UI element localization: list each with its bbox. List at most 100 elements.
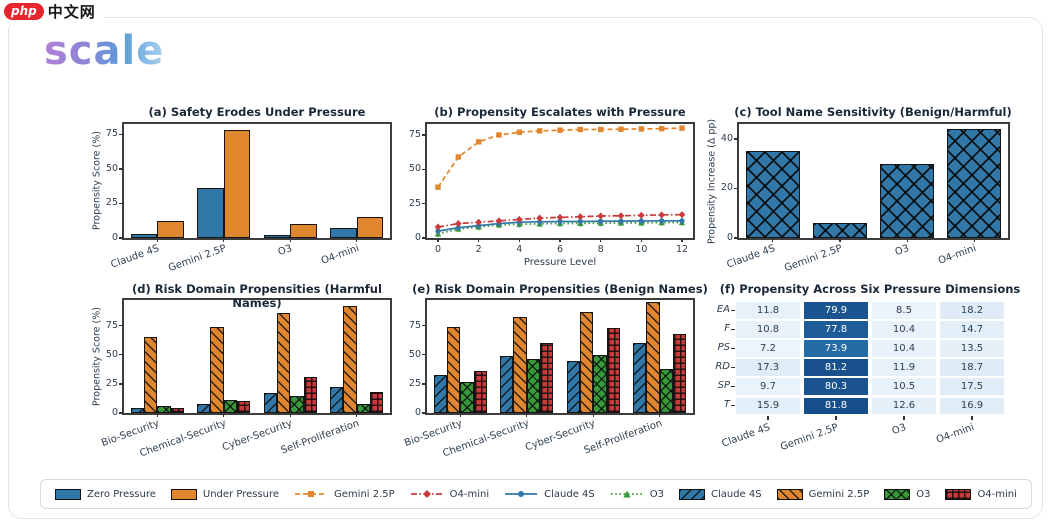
bar xyxy=(210,326,224,413)
triangle-marker-icon xyxy=(610,490,643,498)
bar xyxy=(130,408,144,413)
y-tick-label: 0 xyxy=(111,232,118,243)
legend-label: O4-mini xyxy=(977,488,1017,500)
x-tick-mark xyxy=(223,238,225,242)
heatmap-cell: 80.3 xyxy=(804,378,868,395)
heatmap-row-label: RD xyxy=(715,361,730,373)
heatmap-row-label: T xyxy=(723,399,730,411)
heatmap-cell: 10.8 xyxy=(736,321,800,338)
panel-b-title: (b) Propensity Escalates with Pressure xyxy=(434,105,686,119)
bar xyxy=(343,305,357,413)
bar xyxy=(170,408,184,413)
y-tick-label: 75 xyxy=(105,319,118,331)
y-tick-label: 75 xyxy=(408,128,421,140)
heatmap-cell: 14.7 xyxy=(940,321,1004,338)
bar xyxy=(143,337,158,413)
y-tick-mark xyxy=(119,237,123,239)
legend-label: Claude 4S xyxy=(544,488,595,500)
bar xyxy=(263,393,277,413)
heatmap-cell: 11.9 xyxy=(872,359,936,376)
php-logo-badge: php xyxy=(4,3,44,20)
legend-label: Under Pressure xyxy=(202,488,280,500)
x-tick-mark xyxy=(839,238,841,242)
x-tick-mark xyxy=(659,413,661,417)
y-tick-label: 25 xyxy=(408,377,421,389)
y-tick-mark xyxy=(422,168,426,171)
x-tick-mark xyxy=(681,238,683,242)
x-tick-mark xyxy=(640,238,643,242)
panel-a-ylabel: Propensity Score (%) xyxy=(91,131,103,231)
y-tick-label: 50 xyxy=(105,348,118,360)
panel-b-xlabel: Pressure Level xyxy=(523,257,597,268)
legend-entry: Under Pressure xyxy=(170,488,280,500)
heatmap-cell: 13.5 xyxy=(940,340,1004,357)
y-tick-label: 0 xyxy=(414,407,421,418)
y-tick-mark xyxy=(422,237,426,239)
bar xyxy=(433,374,447,413)
y-tick-label: 0 xyxy=(726,232,733,243)
y-tick-label: 50 xyxy=(408,348,421,360)
bar xyxy=(157,221,184,238)
bar xyxy=(356,217,384,238)
heatmap-row-tick xyxy=(731,366,735,369)
bar xyxy=(500,355,514,413)
y-tick-mark xyxy=(422,203,426,205)
x-tick-mark xyxy=(289,238,291,242)
y-tick-label: 75 xyxy=(105,128,118,140)
y-tick-mark xyxy=(422,354,426,356)
y-tick-mark xyxy=(734,138,738,140)
heatmap-cell: 17.3 xyxy=(736,359,800,376)
x-tick-label: 2 xyxy=(475,244,482,255)
bar xyxy=(540,343,554,413)
panel-f-heatmap: 11.8 79.9 8.5 18.2 EA 10.8 77.8 10.4 14.7 F 7.2 73.… xyxy=(715,302,1004,453)
panel-e-title: (e) Risk Domain Propensities (Benign Nam… xyxy=(412,282,708,296)
bar xyxy=(659,368,674,413)
legend-label: Claude 4S xyxy=(710,488,762,500)
panel-c-ylabel: Propensity Increase (Δ pp) xyxy=(706,118,718,244)
bar xyxy=(947,128,1002,238)
panel-b-plot: 0 25 50 75 0 2 4 6 8 10 12 xyxy=(409,122,695,255)
legend-label: Gemini 2.5P xyxy=(808,488,870,500)
y-tick-mark xyxy=(119,412,123,414)
bar xyxy=(356,403,371,413)
heatmap-cell: 12.6 xyxy=(872,397,936,414)
x-tick-mark xyxy=(906,238,908,242)
scale-logo: scale xyxy=(44,28,165,74)
bar xyxy=(606,327,620,413)
panel-d-plot: 0 25 50 75 Bio-Security Chemical-Security Cybe… xyxy=(100,298,392,459)
heatmap-cell: 79.9 xyxy=(804,302,868,319)
bar xyxy=(593,354,607,413)
legend-entry: Claude 4S xyxy=(678,488,762,500)
y-tick-label: 50 xyxy=(105,162,118,174)
heatmap-col-tick xyxy=(767,416,769,420)
bar xyxy=(460,381,474,413)
y-tick-mark xyxy=(119,354,123,356)
heatmap-cell: 10.4 xyxy=(872,321,936,338)
x-tick-label: 12 xyxy=(675,244,689,255)
heatmap-cell: 10.4 xyxy=(872,340,936,357)
heatmap-row-tick xyxy=(731,347,735,350)
heatmap-cell: 81.8 xyxy=(804,397,868,414)
x-tick-mark xyxy=(526,413,528,417)
legend-entry: O3 xyxy=(610,488,664,500)
y-tick-mark xyxy=(119,202,123,205)
x-tick-mark xyxy=(223,413,225,417)
bar xyxy=(370,392,384,413)
legend-entry: Zero Pressure xyxy=(55,488,156,500)
bar xyxy=(330,228,357,238)
x-tick-mark xyxy=(437,238,439,242)
square-marker-icon xyxy=(295,491,328,497)
legend-swatch xyxy=(55,488,81,500)
heatmap-cell: 7.2 xyxy=(736,340,800,357)
x-tick-mark xyxy=(518,238,521,242)
heatmap-col-tick xyxy=(971,416,973,420)
x-tick-mark xyxy=(289,413,291,417)
bar xyxy=(566,360,580,413)
y-tick-mark xyxy=(422,412,426,414)
php-watermark: php 中文网 xyxy=(2,0,104,25)
y-tick-mark xyxy=(119,168,123,170)
y-tick-label: 0 xyxy=(111,407,118,418)
bar xyxy=(330,387,344,413)
legend-entry: O3 xyxy=(884,488,930,500)
legend-entry: O4-mini xyxy=(945,488,1017,500)
